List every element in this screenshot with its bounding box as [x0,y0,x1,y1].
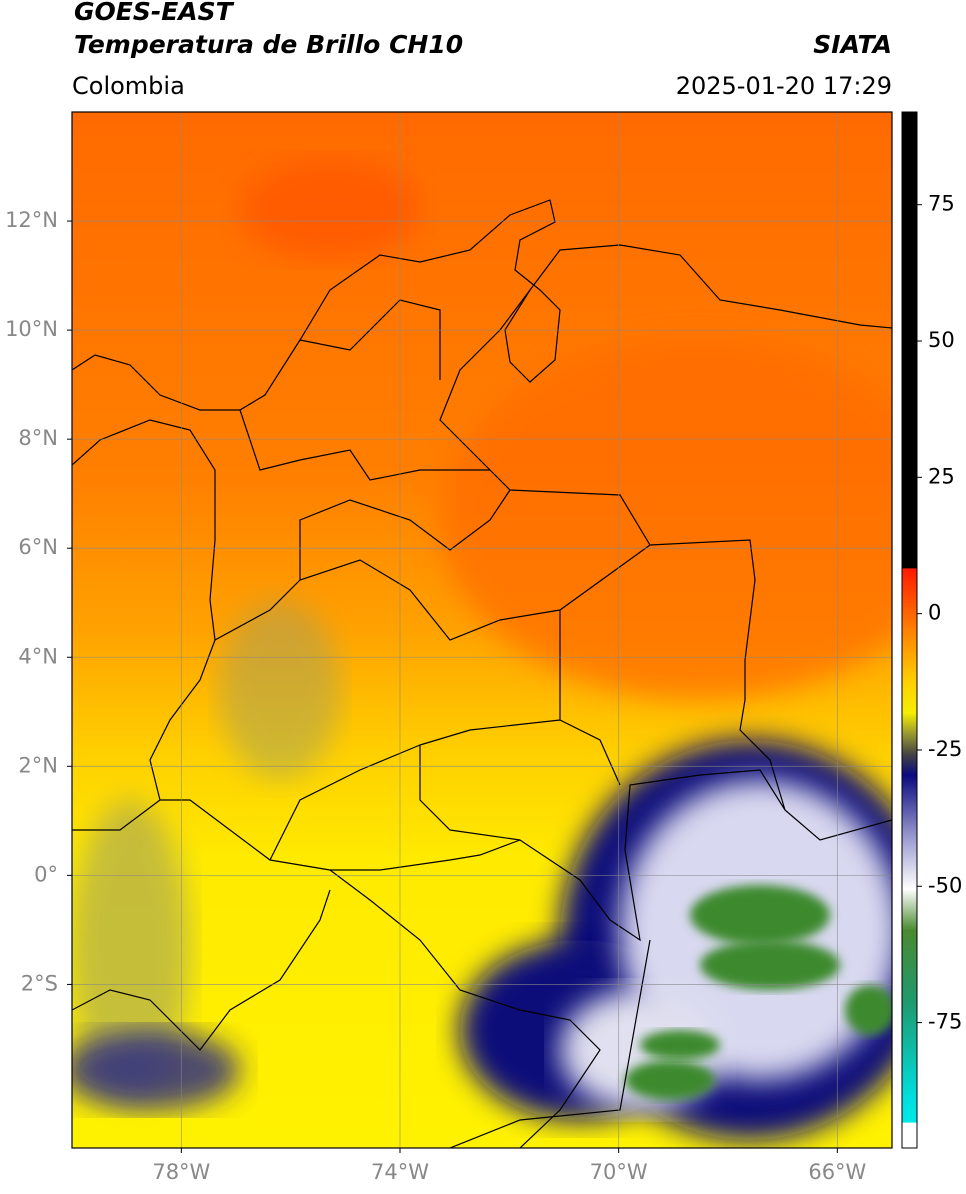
cloud-top [690,885,830,945]
cloud-top [700,940,840,990]
y-tick-label: 0° [34,862,58,886]
y-tick-label: 6°N [18,535,58,559]
border [784,809,892,841]
coastline [72,419,216,831]
colorbar-tick-label: 0 [928,601,941,625]
cloud-top [625,1060,715,1100]
coastline [72,889,331,1051]
colorbar-tick-label: -25 [928,737,962,761]
colorbar-tick-label: 25 [928,464,955,488]
region: Colombia [72,72,185,100]
y-tick-label: 2°N [18,753,58,777]
cloud [72,1030,240,1110]
y-tick-label: 8°N [18,426,58,450]
x-tick-label: 74°W [371,1160,429,1184]
cloud-top [640,1030,720,1060]
cloud-top [845,985,892,1035]
colorbar-tick-label: 75 [928,192,955,216]
colorbar-tick-label: 50 [928,328,955,352]
y-tick-label: 4°N [18,644,58,668]
y-tick-label: 2°S [21,971,58,995]
warm-area [440,340,892,700]
x-tick-label: 66°W [808,1160,866,1184]
x-tick-label: 78°W [152,1160,210,1184]
border [329,869,601,1148]
cloud-system [460,740,892,1140]
warm-area [240,160,420,260]
y-tick-label: 12°N [5,208,58,232]
title: GOES-EAST [74,0,235,26]
graticule [72,112,892,1148]
y-tick-label: 10°N [5,317,58,341]
subtitle: Temperatura de Brillo CH10 [74,30,463,59]
cloud [220,600,340,780]
map-imagery [72,112,892,1148]
colorbar [901,111,918,1149]
map-frame [71,111,893,1149]
border [449,939,651,1148]
boundaries [72,199,892,1148]
colorbar-tick-label: -50 [928,873,962,897]
colorbar-tick-label: -75 [928,1010,962,1034]
source: SIATA [813,30,892,59]
datetime: 2025-01-20 17:29 [676,72,892,100]
x-tick-label: 70°W [590,1160,648,1184]
